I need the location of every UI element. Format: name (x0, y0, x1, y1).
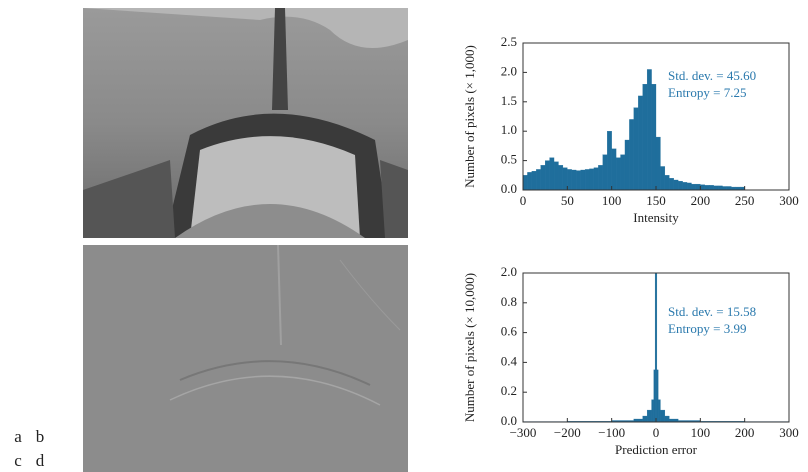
y-axis-label: Number of pixels (× 1,000) (462, 45, 477, 188)
bar (656, 137, 660, 190)
x-tick-label: 300 (779, 425, 799, 440)
x-tick-label: 250 (735, 193, 755, 208)
bar (527, 172, 531, 190)
bar (687, 183, 691, 190)
y-tick-label: 2.0 (501, 63, 517, 78)
bar (590, 169, 594, 190)
bar (669, 178, 673, 190)
x-tick-label: 0 (520, 193, 527, 208)
bar (683, 182, 687, 190)
bar (581, 170, 585, 190)
y-tick-label: 1.5 (501, 93, 517, 108)
bar (643, 84, 647, 190)
figure: 0.0 0.5 1.0 1.5 2.0 2.5 0 50 100 150 200 250 300 Inte… (0, 0, 808, 472)
panel-label: c (14, 451, 22, 470)
y-tick-label: 0.0 (501, 181, 517, 196)
y-axis-label: Number of pixels (× 10,000) (462, 273, 477, 422)
x-tick-label: 100 (691, 425, 711, 440)
bar (647, 69, 651, 190)
bar (616, 158, 620, 190)
bar (585, 169, 589, 190)
x-tick-label: 200 (735, 425, 755, 440)
x-tick-label: −200 (554, 425, 581, 440)
bar (647, 410, 651, 422)
panel-label: a (14, 427, 22, 446)
page: 0.0 0.5 1.0 1.5 2.0 2.5 0 50 100 150 200 250 300 Inte… (0, 0, 808, 472)
bar (660, 166, 664, 190)
x-tick-label: −300 (510, 425, 537, 440)
bar (541, 165, 545, 190)
bar (594, 168, 598, 190)
bar (718, 186, 722, 190)
bar (638, 96, 642, 190)
x-tick-label: 150 (646, 193, 666, 208)
x-tick-label: −100 (598, 425, 625, 440)
bar (691, 184, 695, 190)
bar (660, 410, 664, 422)
bar (657, 370, 658, 422)
prediction-error-image (83, 245, 408, 472)
bar (714, 186, 718, 190)
bar (558, 165, 562, 190)
bar (523, 175, 527, 190)
bar (607, 131, 611, 190)
bar (567, 169, 571, 190)
bar (603, 155, 607, 190)
bar (652, 84, 656, 190)
bar (678, 181, 682, 190)
bar (727, 186, 731, 190)
bar (696, 184, 700, 190)
y-tick-label: 2.5 (501, 34, 517, 49)
bar (563, 168, 567, 190)
bar (709, 185, 713, 190)
y-tick-label: 1.0 (501, 122, 517, 137)
bar (658, 400, 660, 422)
x-tick-label: 300 (779, 193, 799, 208)
y-tick-label: 0.6 (501, 324, 518, 339)
panel-label: b (36, 427, 45, 446)
bar (621, 155, 625, 190)
y-tick-label: 2.0 (501, 264, 517, 279)
bar (550, 158, 554, 190)
bar (700, 185, 704, 190)
bar (554, 162, 558, 190)
bar (665, 416, 669, 422)
y-tick-label: 0.5 (501, 152, 517, 167)
bar (643, 416, 647, 422)
bar (665, 175, 669, 190)
annotation: Std. dev. = 15.58 (668, 304, 756, 319)
bar (723, 186, 727, 190)
bar (654, 370, 655, 422)
bar (598, 165, 602, 190)
bar (674, 180, 678, 190)
bar (629, 119, 633, 190)
bar (625, 140, 629, 190)
annotation: Entropy = 7.25 (668, 85, 746, 100)
bar (612, 149, 616, 190)
panel-label: d (36, 451, 45, 470)
bar (572, 170, 576, 190)
x-tick-label: 50 (561, 193, 574, 208)
bar (576, 171, 580, 190)
x-tick-label: 0 (653, 425, 660, 440)
annotation: Std. dev. = 45.60 (668, 68, 756, 83)
x-axis-label: Prediction error (615, 442, 698, 457)
bar (634, 108, 638, 190)
bar (536, 169, 540, 190)
bar (545, 161, 549, 190)
y-tick-label: 0.8 (501, 294, 517, 309)
y-tick-label: 0.4 (501, 353, 518, 368)
x-tick-label: 100 (602, 193, 622, 208)
x-axis-label: Intensity (633, 210, 679, 225)
annotation: Entropy = 3.99 (668, 321, 746, 336)
bar (705, 185, 709, 190)
bar (652, 400, 654, 422)
original-image (83, 8, 408, 238)
bar (532, 171, 536, 190)
x-tick-label: 200 (691, 193, 711, 208)
y-tick-label: 0.2 (501, 383, 517, 398)
